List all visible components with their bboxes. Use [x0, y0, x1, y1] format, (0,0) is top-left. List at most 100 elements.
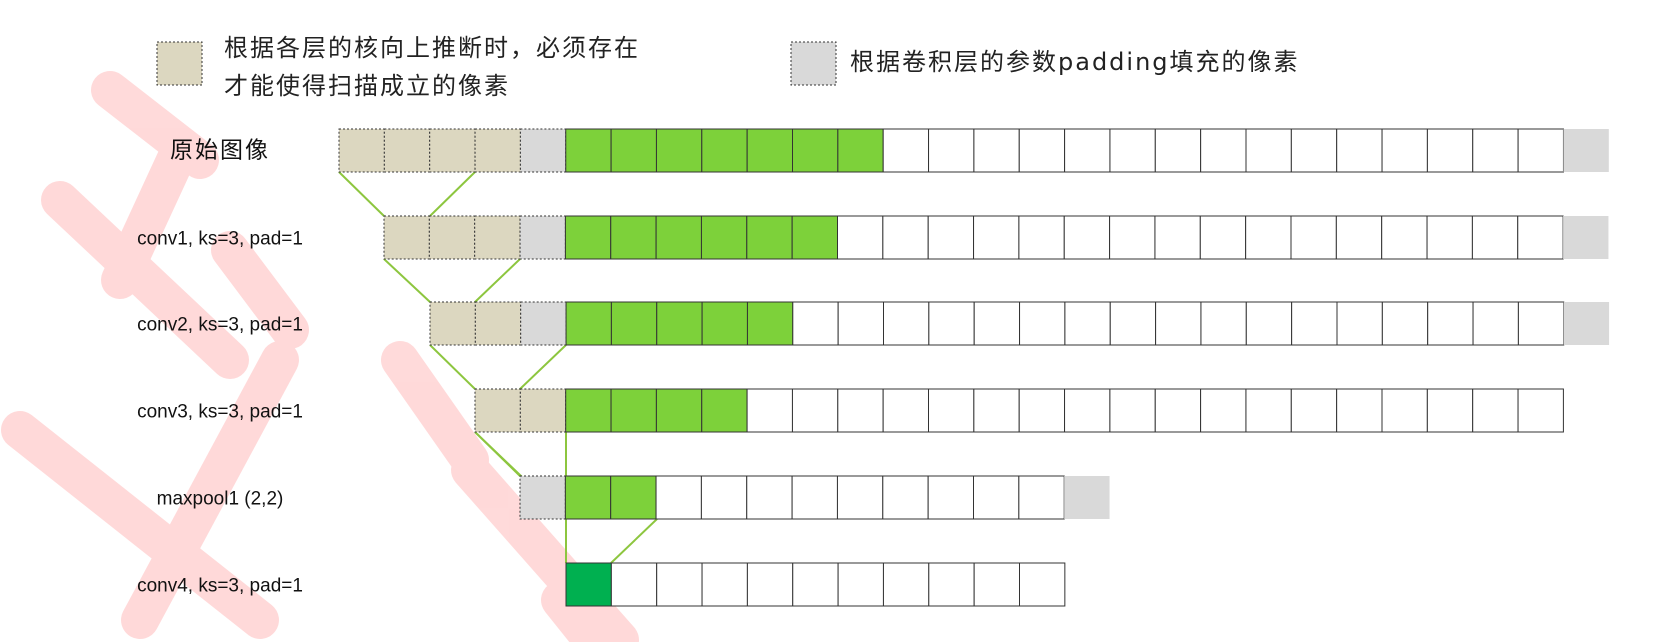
cell-white [1019, 562, 1066, 607]
cell-white [1336, 301, 1383, 346]
cell-green [746, 301, 794, 346]
layer-row: conv3, ks=3, pad=1 [137, 388, 1564, 433]
cell-white [837, 215, 884, 260]
cell-white [928, 388, 975, 433]
cell-white [655, 475, 702, 520]
cell-white [1290, 215, 1337, 260]
cell-white [882, 475, 929, 520]
cell-white [927, 475, 975, 520]
cell-beige [429, 128, 476, 173]
cell-white [1109, 301, 1157, 346]
cell-gray [519, 128, 567, 173]
connector-line [338, 171, 385, 217]
legend-beige-line2: 才能使得扫描成立的像素 [224, 72, 510, 100]
cell-green [610, 215, 657, 260]
cell-green [655, 128, 703, 173]
cell-white [610, 562, 658, 607]
cell-white [973, 475, 1020, 520]
legend-beige-line1: 根据各层的核向上推断时，必须存在 [224, 34, 640, 62]
cell-white [973, 562, 1021, 607]
cell-beige [428, 215, 476, 260]
cell-pad-gray [1563, 129, 1609, 172]
cell-white [1154, 128, 1202, 173]
cell-white [837, 388, 884, 433]
cell-white [1109, 388, 1156, 433]
cell-white [1155, 301, 1202, 346]
cell-green [746, 128, 794, 173]
connector-line [383, 258, 431, 303]
cell-pad-gray [1563, 216, 1609, 259]
cell-white [1018, 475, 1065, 520]
cell-gray [520, 301, 567, 346]
watermark-stroke [451, 451, 639, 642]
cell-white [836, 475, 884, 520]
cell-white [1472, 128, 1519, 173]
cell-white [1291, 301, 1338, 346]
layer-row: conv1, ks=3, pad=1 [137, 215, 1609, 260]
cell-green [610, 388, 657, 433]
cell-white [1426, 215, 1473, 260]
cell-white [1336, 388, 1383, 433]
legend-gray-text: 根据卷积层的参数padding填充的像素 [850, 48, 1300, 76]
watermark-stroke [121, 341, 299, 639]
cell-white [973, 128, 1020, 173]
watermark-stroke [41, 181, 249, 379]
layer-row: maxpool1 (2,2) [157, 475, 1110, 520]
legend-beige-swatch [156, 41, 203, 86]
cell-white [1517, 128, 1564, 173]
cell-white [1109, 215, 1156, 260]
cell-white [1245, 128, 1292, 173]
cell-beige [474, 215, 521, 260]
layer-row: conv2, ks=3, pad=1 [137, 301, 1610, 346]
row-label: conv3, ks=3, pad=1 [137, 402, 303, 423]
cell-white [1063, 215, 1111, 260]
cell-beige [519, 388, 567, 433]
cell-green [701, 128, 748, 173]
cell-white [928, 128, 975, 173]
cell-white [1064, 388, 1111, 433]
layer-rows: 原始图像 conv1, ks=3, pad=1 conv2, ks=3, pad=1… [137, 128, 1610, 607]
cell-white [1290, 128, 1338, 173]
cell-white [746, 562, 794, 607]
cell-green [701, 388, 748, 433]
cell-pad-gray [1064, 476, 1110, 519]
connector-line [610, 518, 658, 564]
cell-white [746, 475, 793, 520]
cell-white [1200, 128, 1247, 173]
cell-green [792, 128, 839, 173]
watermark-stroke [101, 131, 199, 299]
cell-white [1426, 388, 1474, 433]
cell-white [1427, 301, 1474, 346]
cell-white [1335, 215, 1383, 260]
connector-line [474, 258, 521, 303]
cell-beige [474, 388, 521, 433]
cell-green [564, 215, 612, 260]
cell-beige [383, 128, 431, 173]
cell-white [1154, 215, 1201, 260]
cell-white [1472, 301, 1519, 346]
cell-white [928, 562, 975, 607]
cell-green [655, 388, 703, 433]
cell-white [1517, 388, 1564, 433]
cell-green [791, 215, 839, 260]
cell-white [837, 562, 884, 607]
watermark-stroke [381, 341, 489, 479]
row-label: conv4, ks=3, pad=1 [137, 576, 303, 597]
cell-green [655, 215, 702, 260]
cell-green [610, 301, 658, 346]
cell-white [1381, 128, 1428, 173]
cell-green [565, 301, 612, 346]
cell-green [701, 301, 748, 346]
row-label: maxpool1 (2,2) [157, 489, 284, 510]
cell-white [700, 475, 748, 520]
watermark [1, 71, 639, 642]
legend: 根据各层的核向上推断时，必须存在 才能使得扫描成立的像素 根据卷积层的参数pad… [156, 34, 1300, 100]
layer-row: conv4, ks=3, pad=1 [137, 562, 1066, 607]
cell-green [565, 128, 612, 173]
cell-green [656, 301, 703, 346]
cell-white [927, 215, 975, 260]
watermark-stroke [211, 231, 309, 349]
row-label: 原始图像 [170, 138, 270, 164]
cell-green [564, 475, 612, 520]
